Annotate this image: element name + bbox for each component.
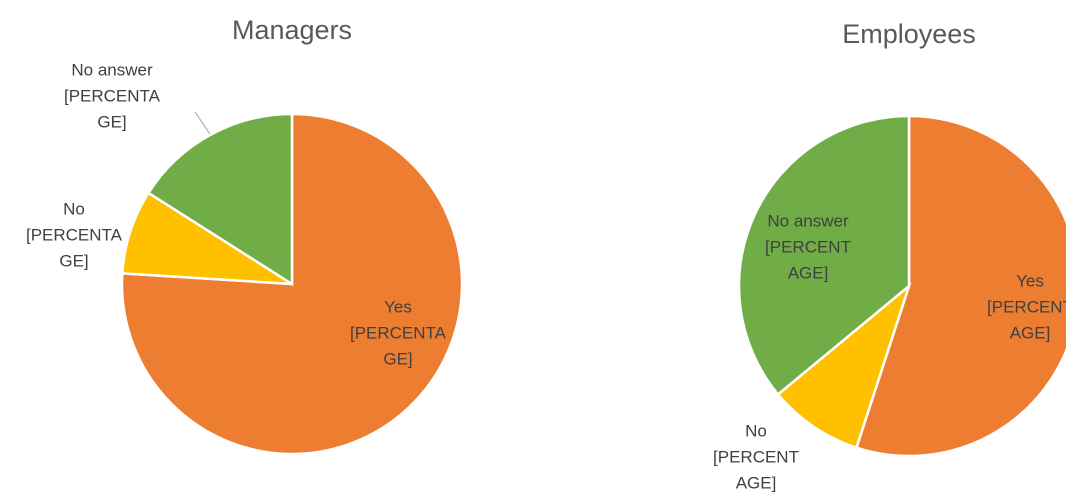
slice-category-label: No bbox=[63, 199, 85, 218]
slice-value-label: AGE] bbox=[1010, 323, 1051, 342]
pie-slice bbox=[146, 112, 294, 287]
slice-value-label: [PERCENTA bbox=[64, 86, 161, 105]
slice-value-label: [PERCENT bbox=[987, 297, 1066, 316]
slice-category-label: No answer bbox=[71, 60, 153, 79]
slice-value-label: [PERCENTA bbox=[350, 323, 447, 342]
slice-value-label: AGE] bbox=[736, 473, 777, 492]
slice-value-label: GE] bbox=[97, 112, 126, 131]
slice-value-label: AGE] bbox=[788, 263, 829, 282]
slice-value-label: [PERCENTA bbox=[26, 225, 123, 244]
slice-value-label: GE] bbox=[383, 349, 412, 368]
slice-category-label: No bbox=[745, 421, 767, 440]
pie-slice bbox=[854, 114, 1066, 458]
slice-value-label: GE] bbox=[59, 251, 88, 270]
slice-category-label: No answer bbox=[767, 211, 849, 230]
pie-slice bbox=[776, 282, 912, 450]
slice-category-label: Yes bbox=[1016, 271, 1044, 290]
leader-line bbox=[194, 111, 211, 135]
pie-slice bbox=[737, 114, 911, 397]
chart-title: Managers bbox=[232, 15, 352, 45]
slice-category-label: Yes bbox=[384, 297, 412, 316]
slice-value-label: [PERCENT bbox=[765, 237, 851, 256]
pie-slice bbox=[120, 112, 464, 456]
chart-title: Employees bbox=[842, 19, 976, 49]
slice-value-label: [PERCENT bbox=[713, 447, 799, 466]
